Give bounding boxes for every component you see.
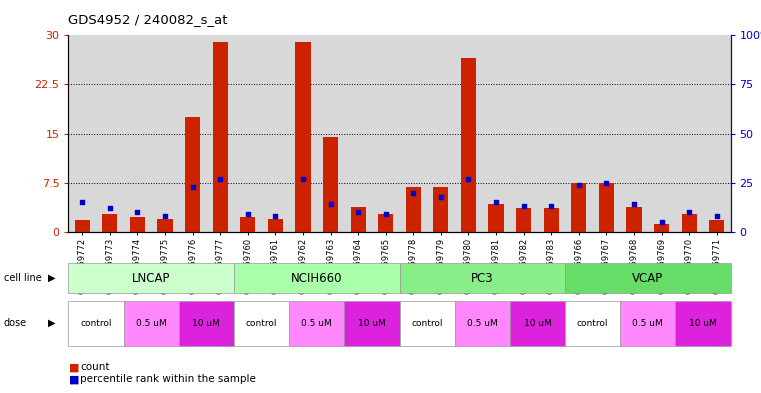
Point [242,211,254,217]
Text: control: control [246,319,277,328]
Bar [489,204,504,232]
Point [600,180,613,186]
Bar [212,42,228,232]
Bar [102,213,117,232]
Bar [433,187,448,232]
Text: 0.5 uM: 0.5 uM [632,319,663,328]
Point [683,209,696,215]
Point [297,176,309,182]
Text: ■: ■ [68,374,79,384]
Point [186,184,199,190]
Bar [572,183,587,232]
Point [324,201,336,208]
Text: 0.5 uM: 0.5 uM [467,319,498,328]
Bar [599,183,614,232]
Text: control: control [412,319,443,328]
Bar [709,220,724,232]
Point [573,182,585,188]
Bar [406,187,421,232]
Point [76,199,88,206]
Text: percentile rank within the sample: percentile rank within the sample [80,374,256,384]
Point [435,193,447,200]
Point [463,176,475,182]
Bar [461,58,476,232]
Point [628,201,640,208]
Text: GDS4952 / 240082_s_at: GDS4952 / 240082_s_at [68,13,228,26]
Text: cell line: cell line [4,273,42,283]
Point [655,219,667,225]
Point [545,203,557,209]
Text: NCIH660: NCIH660 [291,272,342,285]
Point [214,176,226,182]
Bar [516,208,531,232]
Text: dose: dose [4,318,27,328]
Bar [295,42,310,232]
Bar [75,220,90,232]
Text: 10 uM: 10 uM [358,319,386,328]
Point [132,209,144,215]
Bar [654,224,669,232]
Text: count: count [80,362,110,373]
Bar [158,219,173,232]
Bar [185,117,200,232]
Text: control: control [577,319,608,328]
Text: ▶: ▶ [48,318,56,328]
Point [711,213,723,219]
Point [103,205,116,211]
Text: PC3: PC3 [471,272,494,285]
Bar [268,219,283,232]
Bar [240,217,256,232]
Bar [351,207,366,232]
Text: LNCAP: LNCAP [132,272,170,285]
Text: ■: ■ [68,362,79,373]
Point [352,209,365,215]
Point [269,213,282,219]
Point [490,199,502,206]
Text: VCAP: VCAP [632,272,664,285]
Text: ▶: ▶ [48,273,56,283]
Text: 10 uM: 10 uM [524,319,552,328]
Text: 10 uM: 10 uM [193,319,221,328]
Bar [626,207,642,232]
Bar [682,213,697,232]
Point [517,203,530,209]
Point [380,211,392,217]
Text: 10 uM: 10 uM [689,319,717,328]
Text: 0.5 uM: 0.5 uM [136,319,167,328]
Bar [378,213,393,232]
Bar [543,208,559,232]
Point [159,213,171,219]
Bar [323,137,338,232]
Text: control: control [81,319,112,328]
Point [407,189,419,196]
Text: 0.5 uM: 0.5 uM [301,319,332,328]
Bar [130,217,145,232]
